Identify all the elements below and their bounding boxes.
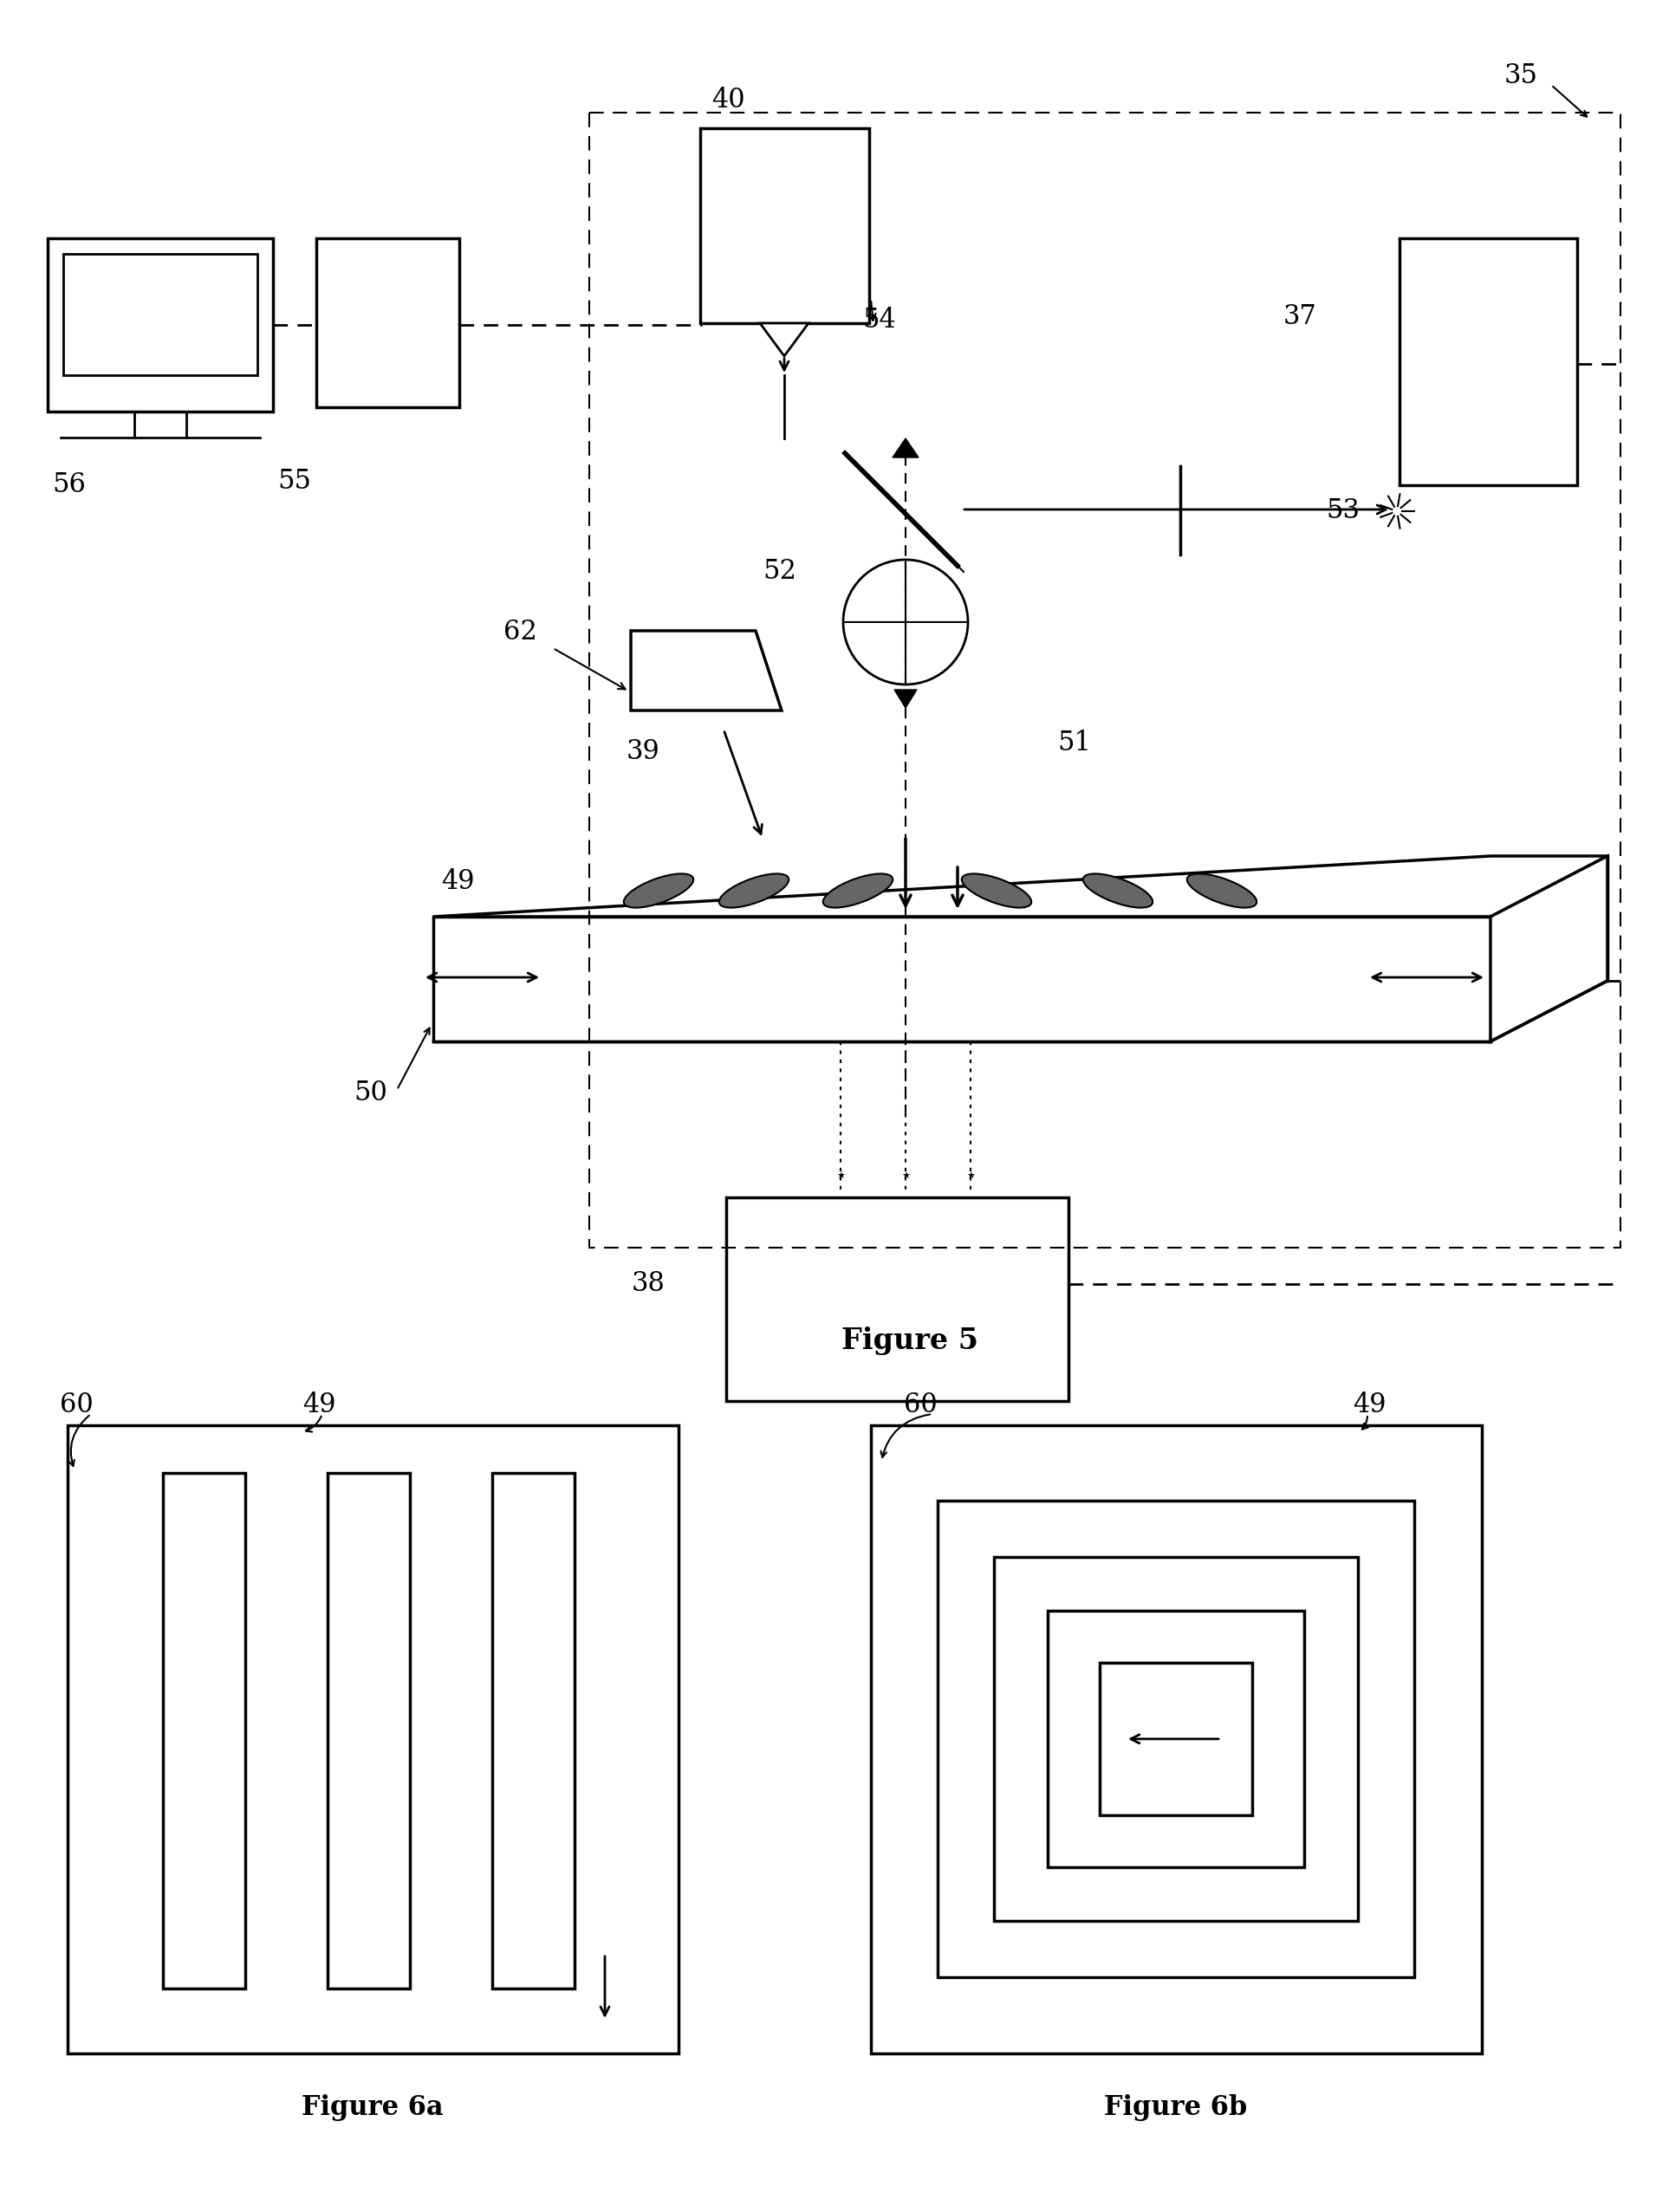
Text: 37: 37	[1283, 303, 1317, 330]
Ellipse shape	[719, 874, 788, 907]
Text: 49: 49	[1353, 1391, 1386, 1418]
Bar	[492, 1473, 575, 1989]
Bar	[1399, 239, 1577, 484]
Text: Figure 5: Figure 5	[841, 1327, 979, 1356]
Text: 56: 56	[53, 471, 86, 498]
Text: 55: 55	[278, 467, 311, 493]
Text: 50: 50	[354, 1079, 388, 1106]
Polygon shape	[434, 916, 1490, 1042]
Text: 60: 60	[60, 1391, 93, 1418]
Ellipse shape	[1083, 874, 1153, 907]
Ellipse shape	[1187, 874, 1257, 907]
Polygon shape	[760, 323, 808, 356]
Ellipse shape	[823, 874, 893, 907]
Text: 62: 62	[503, 619, 537, 646]
Text: ★: ★	[901, 1172, 909, 1181]
Text: 54: 54	[863, 307, 896, 334]
Text: 49: 49	[440, 869, 474, 896]
Polygon shape	[631, 630, 782, 710]
Bar	[727, 1197, 1068, 1400]
Text: ★: ★	[836, 1172, 845, 1181]
Bar	[63, 254, 257, 376]
Bar	[994, 1557, 1358, 1920]
Bar	[162, 1473, 245, 1989]
Text: 49: 49	[301, 1391, 336, 1418]
Text: Figure 6b: Figure 6b	[1105, 2095, 1247, 2121]
Bar	[1100, 1663, 1252, 1816]
Ellipse shape	[624, 874, 694, 907]
Ellipse shape	[962, 874, 1032, 907]
Text: 40: 40	[710, 86, 745, 113]
Bar	[316, 239, 459, 407]
Polygon shape	[1490, 856, 1608, 1042]
Polygon shape	[894, 690, 917, 708]
Bar	[700, 128, 869, 323]
Bar	[328, 1473, 411, 1989]
Bar	[68, 1425, 679, 2053]
Text: 38: 38	[631, 1270, 666, 1298]
Text: Figure 6a: Figure 6a	[301, 2095, 444, 2121]
Text: 52: 52	[763, 557, 797, 586]
Polygon shape	[893, 438, 919, 458]
Text: 35: 35	[1504, 62, 1538, 91]
Text: 60: 60	[904, 1391, 937, 1418]
Text: ★: ★	[965, 1172, 975, 1181]
Polygon shape	[434, 856, 1608, 916]
Text: 51: 51	[1058, 730, 1091, 757]
Bar	[48, 239, 273, 411]
Text: 53: 53	[1326, 498, 1360, 524]
Bar	[1048, 1610, 1305, 1867]
Text: 39: 39	[626, 739, 659, 765]
Bar	[937, 1500, 1414, 1978]
Bar	[871, 1425, 1482, 2053]
